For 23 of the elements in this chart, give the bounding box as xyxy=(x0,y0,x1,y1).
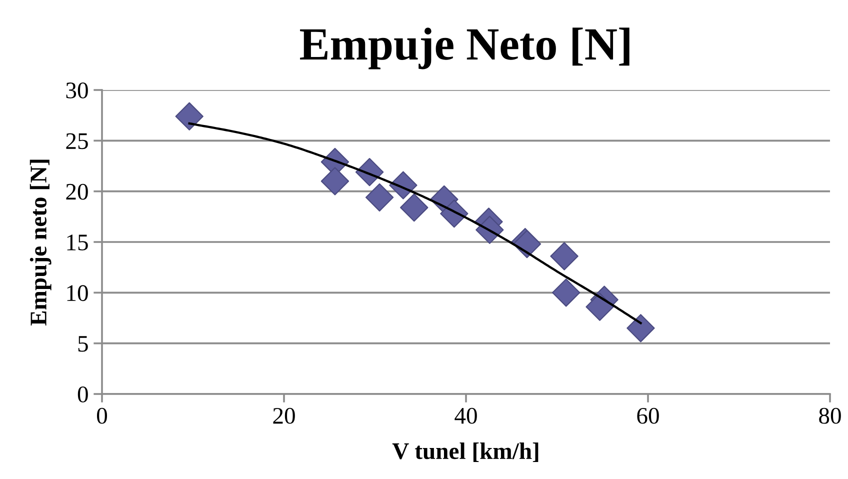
point xyxy=(626,314,655,342)
point xyxy=(175,102,204,130)
point xyxy=(400,193,428,222)
x-tick-label: 20 xyxy=(273,408,295,424)
x-axis-title: V tunel [km/h] xyxy=(392,442,538,462)
point xyxy=(365,183,394,212)
point xyxy=(586,292,614,321)
y-tick-label: 30 xyxy=(66,82,88,98)
x-tick-label: 80 xyxy=(819,408,841,424)
x-tick-label: 0 xyxy=(96,408,108,424)
y-tick-label: 5 xyxy=(78,336,88,352)
y-tick-label: 15 xyxy=(67,234,88,250)
y-tick-label: 20 xyxy=(66,184,88,200)
y-axis-title: Empuje neto [N] xyxy=(30,160,52,326)
point xyxy=(320,167,350,196)
y-tick-label: 25 xyxy=(66,133,88,150)
x-tick-label: 60 xyxy=(637,408,659,424)
point xyxy=(552,278,580,307)
x-tick-label: 40 xyxy=(454,408,477,424)
chart-title: Empuje Neto [N] xyxy=(300,28,630,70)
y-tick-label: 10 xyxy=(67,285,88,302)
point xyxy=(550,242,578,270)
y-tick-label: 0 xyxy=(78,386,88,402)
